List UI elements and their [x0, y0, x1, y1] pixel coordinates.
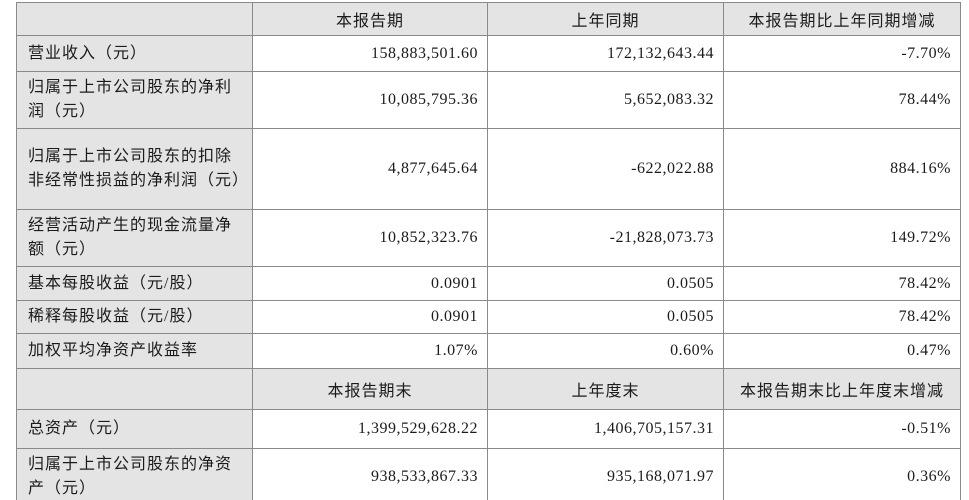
value-prior: 0.60% — [487, 333, 724, 369]
value-current: 0.0901 — [252, 300, 488, 334]
value-change: 78.42% — [723, 300, 961, 334]
table-row-weighted-avg-roe: 加权平均净资产收益率 1.07% 0.60% 0.47% — [16, 333, 961, 369]
period-end-header-row: 本报告期末 上年度末 本报告期末比上年度末增减 — [16, 368, 961, 410]
row-label: 归属于上市公司股东的净资产（元） — [16, 448, 253, 500]
period-header-row: 本报告期 上年同期 本报告期比上年同期增减 — [16, 2, 961, 36]
column-header-period-change: 本报告期比上年同期增减 — [723, 2, 961, 36]
value-current: 10,852,323.76 — [252, 209, 488, 267]
value-current: 1,399,529,628.22 — [252, 409, 488, 449]
table-row-diluted-eps: 稀释每股收益（元/股） 0.0901 0.0505 78.42% — [16, 300, 961, 334]
table-row-net-assets: 归属于上市公司股东的净资产（元） 938,533,867.33 935,168,… — [16, 448, 961, 500]
value-change: -7.70% — [723, 35, 961, 72]
row-label: 基本每股收益（元/股） — [16, 266, 253, 301]
column-header-prior-year-end: 上年度末 — [487, 368, 724, 410]
value-prior: 1,406,705,157.31 — [487, 409, 724, 449]
column-header-period-end: 本报告期末 — [252, 368, 488, 410]
row-label: 加权平均净资产收益率 — [16, 333, 253, 369]
value-prior: 935,168,071.97 — [487, 448, 724, 500]
corner-cell — [16, 2, 253, 36]
value-change: 78.42% — [723, 266, 961, 301]
value-current: 1.07% — [252, 333, 488, 369]
row-label: 归属于上市公司股东的扣除非经常性损益的净利润（元） — [16, 128, 253, 210]
row-label: 经营活动产生的现金流量净额（元） — [16, 209, 253, 267]
value-current: 938,533,867.33 — [252, 448, 488, 500]
table-row-net-profit: 归属于上市公司股东的净利润（元） 10,085,795.36 5,652,083… — [16, 71, 961, 129]
value-change: 149.72% — [723, 209, 961, 267]
row-label: 营业收入（元） — [16, 35, 253, 72]
column-header-prior-period: 上年同期 — [487, 2, 724, 36]
value-change: 78.44% — [723, 71, 961, 129]
value-prior: 5,652,083.32 — [487, 71, 724, 129]
value-prior: -622,022.88 — [487, 128, 724, 210]
corner-cell — [16, 368, 253, 410]
table-row-operating-revenue: 营业收入（元） 158,883,501.60 172,132,643.44 -7… — [16, 35, 961, 72]
row-label: 总资产（元） — [16, 409, 253, 449]
row-label: 稀释每股收益（元/股） — [16, 300, 253, 334]
row-label: 归属于上市公司股东的净利润（元） — [16, 71, 253, 129]
value-change: 0.47% — [723, 333, 961, 369]
table-row-total-assets: 总资产（元） 1,399,529,628.22 1,406,705,157.31… — [16, 409, 961, 449]
financial-summary-table: 本报告期 上年同期 本报告期比上年同期增减 营业收入（元） 158,883,50… — [16, 2, 961, 500]
value-prior: -21,828,073.73 — [487, 209, 724, 267]
value-current: 158,883,501.60 — [252, 35, 488, 72]
value-change: 884.16% — [723, 128, 961, 210]
value-prior: 0.0505 — [487, 300, 724, 334]
table-row-net-profit-excl-nonrecurring: 归属于上市公司股东的扣除非经常性损益的净利润（元） 4,877,645.64 -… — [16, 128, 961, 210]
table-row-operating-cash-flow: 经营活动产生的现金流量净额（元） 10,852,323.76 -21,828,0… — [16, 209, 961, 267]
table-row-basic-eps: 基本每股收益（元/股） 0.0901 0.0505 78.42% — [16, 266, 961, 301]
value-current: 10,085,795.36 — [252, 71, 488, 129]
value-prior: 172,132,643.44 — [487, 35, 724, 72]
column-header-period-end-change: 本报告期末比上年度末增减 — [723, 368, 961, 410]
value-current: 4,877,645.64 — [252, 128, 488, 210]
column-header-current-period: 本报告期 — [252, 2, 488, 36]
value-prior: 0.0505 — [487, 266, 724, 301]
value-change: -0.51% — [723, 409, 961, 449]
value-current: 0.0901 — [252, 266, 488, 301]
value-change: 0.36% — [723, 448, 961, 500]
